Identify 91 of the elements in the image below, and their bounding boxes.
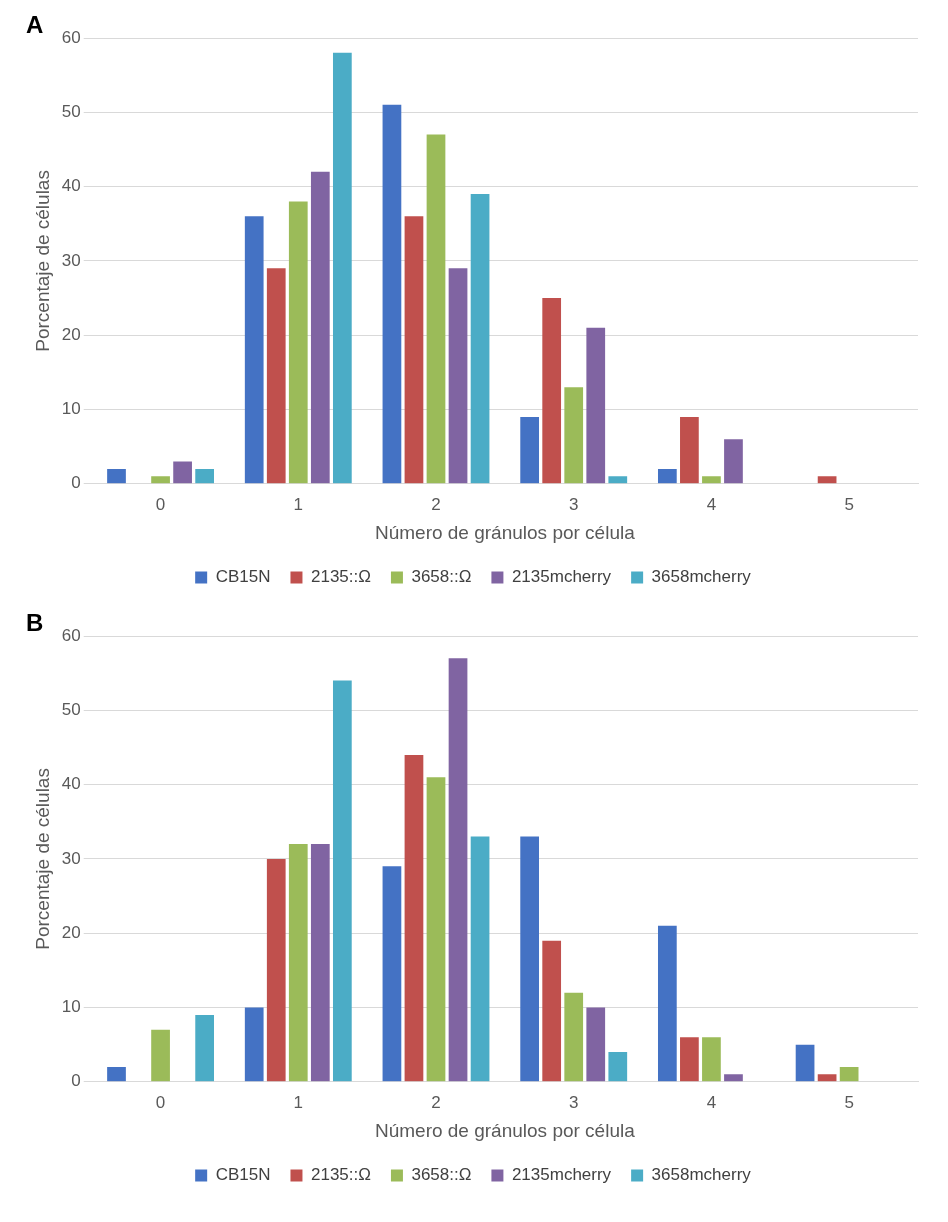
bar (151, 1029, 170, 1082)
bar (288, 844, 308, 1082)
y-tick-label: 40 (61, 176, 81, 196)
bar (564, 387, 584, 484)
bar (151, 476, 170, 484)
legend-label: 2135::Ω (310, 1165, 371, 1185)
y-tick-label: 0 (71, 473, 81, 493)
legend-label: 2135mcherry (511, 1165, 612, 1185)
bar (470, 194, 490, 484)
y-tick-label: 60 (61, 27, 81, 47)
x-axis-title: Número de gránulos por célula (374, 1119, 636, 1141)
bar (382, 866, 402, 1082)
bar (244, 216, 264, 484)
x-tick-label: 1 (293, 494, 304, 514)
y-tick-label: 50 (61, 699, 81, 719)
bar (404, 754, 424, 1082)
bar (817, 1074, 837, 1082)
y-tick-label: 10 (61, 399, 81, 419)
y-tick-label: 0 (71, 1071, 81, 1091)
y-axis-title: Porcentaje de células (31, 170, 53, 352)
x-tick-label: 5 (844, 1092, 854, 1112)
y-tick-label: 30 (61, 250, 81, 270)
x-tick-label: 0 (155, 494, 166, 514)
x-tick-label: 5 (844, 494, 854, 514)
bar (586, 327, 606, 484)
x-tick-label: 1 (293, 1092, 304, 1112)
bar (310, 171, 330, 484)
bar (266, 858, 286, 1082)
legend-label: 2135mcherry (511, 567, 612, 587)
legend-label: 3658::Ω (411, 567, 472, 587)
legend-label: CB15N (215, 567, 271, 587)
legend-label: 2135::Ω (310, 567, 371, 587)
bar (448, 268, 468, 484)
text: A (26, 10, 44, 38)
y-tick-label: 20 (61, 922, 81, 942)
bar (195, 468, 214, 484)
y-tick-label: 50 (61, 101, 81, 121)
bar (724, 439, 743, 484)
bar (107, 1066, 126, 1082)
bar (680, 416, 699, 484)
legend-label: 3658mcherry (651, 1165, 752, 1185)
bar (382, 104, 402, 484)
bar (404, 216, 424, 484)
bar (288, 201, 308, 484)
bar (542, 298, 562, 484)
bar (426, 134, 446, 484)
bar (448, 658, 468, 1082)
x-tick-label: 2 (431, 494, 441, 514)
y-tick-label: 60 (61, 625, 81, 645)
bar (702, 1037, 721, 1082)
bar (657, 925, 677, 1082)
bar (426, 777, 446, 1082)
bar (332, 680, 352, 1082)
bar (542, 940, 562, 1082)
bar (839, 1066, 859, 1082)
legend-label: 3658mcherry (651, 567, 752, 587)
x-tick-label: 4 (706, 494, 717, 514)
bar (724, 1074, 743, 1082)
bar (608, 476, 628, 484)
x-tick-label: 0 (155, 1092, 166, 1112)
y-tick-label: 10 (61, 997, 81, 1017)
bar (310, 844, 330, 1082)
bar (586, 1007, 606, 1082)
bar (332, 52, 352, 484)
bar (107, 468, 126, 484)
x-tick-label: 3 (568, 494, 579, 514)
x-tick-label: 4 (706, 1092, 717, 1112)
text: B (26, 608, 44, 636)
x-tick-label: 3 (568, 1092, 579, 1112)
bar (657, 468, 677, 484)
bar (795, 1044, 815, 1082)
bar (195, 1014, 214, 1082)
bar (470, 836, 490, 1082)
bar (608, 1052, 628, 1082)
y-tick-label: 40 (61, 774, 81, 794)
bar (817, 476, 837, 484)
bar (520, 836, 540, 1082)
y-axis-title: Porcentaje de células (31, 768, 53, 950)
bar (564, 992, 584, 1082)
y-tick-label: 30 (61, 848, 81, 868)
bar (244, 1007, 264, 1082)
y-tick-label: 20 (61, 324, 81, 344)
bar (266, 268, 286, 484)
legend-label: 3658::Ω (411, 1165, 472, 1185)
legend-label: CB15N (215, 1165, 271, 1185)
bar (702, 476, 721, 484)
x-axis-title: Número de gránulos por célula (374, 521, 636, 543)
x-tick-label: 2 (431, 1092, 441, 1112)
bar (680, 1037, 699, 1082)
bar (173, 461, 192, 484)
bar (520, 416, 540, 484)
